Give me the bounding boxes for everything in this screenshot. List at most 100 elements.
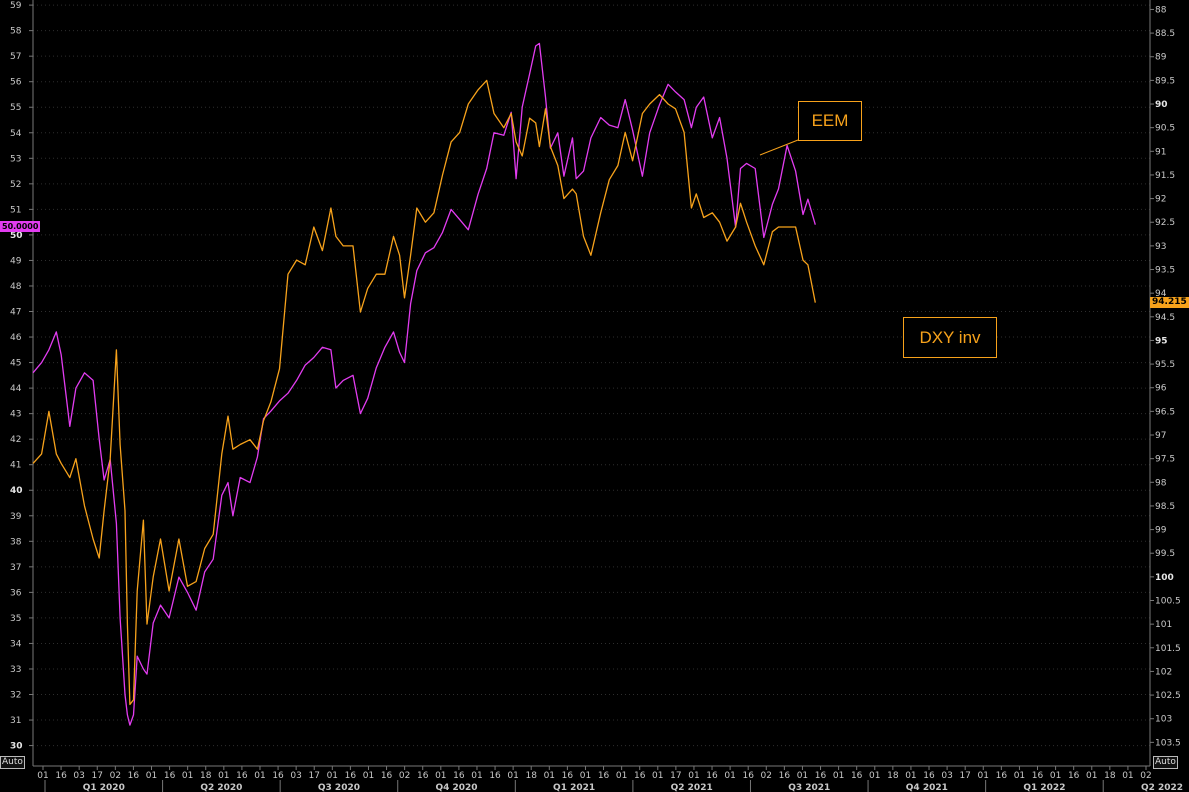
x-tick-label: 02: [761, 771, 772, 781]
dxy-last-value-tag: 94.215: [1150, 296, 1189, 308]
x-tick-label: 16: [634, 771, 646, 781]
right-tick-label: 92.5: [1155, 218, 1175, 228]
right-tick-label: 89: [1155, 53, 1167, 63]
right-tick-label: 101.5: [1155, 644, 1181, 654]
right-tick-label: 90: [1155, 100, 1168, 110]
right-tick-label: 88: [1155, 5, 1167, 15]
right-tick-label: 99.5: [1155, 549, 1175, 559]
right-tick-label: 101: [1155, 620, 1172, 630]
x-tick-label: 01: [363, 771, 374, 781]
x-tick-label: 01: [218, 771, 229, 781]
series-line-dxy-inv: [32, 79, 816, 706]
x-tick-label: 16: [779, 771, 791, 781]
x-tick-label: 16: [923, 771, 935, 781]
right-tick-label: 102.5: [1155, 691, 1181, 701]
right-tick-label: 102: [1155, 667, 1172, 677]
x-tick-label: 17: [670, 771, 681, 781]
right-auto-scale-button[interactable]: Auto: [1153, 756, 1178, 769]
right-tick-label: 100.5: [1155, 597, 1181, 607]
dxy-annotation-text: DXY inv: [919, 327, 981, 347]
right-tick-label: 97: [1155, 431, 1166, 441]
left-tick-label: 51: [10, 205, 21, 215]
quarter-label: Q1 2020: [83, 783, 125, 792]
dxy-annotation: DXY inv: [903, 317, 997, 358]
x-tick-label: 16: [1032, 771, 1044, 781]
quarter-label: Q4 2020: [435, 783, 477, 792]
x-tick-label: 01: [1086, 771, 1097, 781]
right-tick-label: 96.5: [1155, 407, 1175, 417]
x-tick-label: 01: [688, 771, 699, 781]
right-tick-label: 94: [1155, 289, 1167, 299]
quarter-label: Q1 2022: [1023, 783, 1065, 792]
quarter-label: Q2 2022: [1141, 783, 1183, 792]
left-tick-label: 48: [10, 282, 22, 292]
x-tick-label: 03: [941, 771, 952, 781]
x-tick-label: 02: [110, 771, 121, 781]
eem-annotation-leader: [759, 139, 799, 156]
right-tick-label: 93.5: [1155, 266, 1175, 276]
x-tick-label: 16: [128, 771, 140, 781]
x-tick-label: 16: [562, 771, 574, 781]
left-auto-scale-button[interactable]: Auto: [0, 756, 25, 769]
x-tick-label: 16: [381, 771, 393, 781]
eem-annotation: EEM: [798, 101, 862, 141]
x-tick-label: 01: [37, 771, 48, 781]
x-tick-label: 16: [742, 771, 754, 781]
right-tick-label: 103.5: [1155, 738, 1181, 748]
left-tick-label: 44: [10, 384, 22, 394]
left-tick-label: 56: [10, 78, 22, 88]
left-tick-label: 30: [10, 742, 23, 752]
right-tick-label: 91: [1155, 147, 1166, 157]
x-tick-label: 18: [1104, 771, 1116, 781]
x-tick-label: 01: [833, 771, 844, 781]
left-tick-label: 46: [10, 333, 22, 343]
x-tick-label: 01: [797, 771, 808, 781]
x-tick-label: 01: [1014, 771, 1025, 781]
x-tick-label: 01: [327, 771, 338, 781]
left-tick-label: 42: [10, 435, 21, 445]
right-tick-label: 91.5: [1155, 171, 1175, 181]
x-tick-label: 18: [887, 771, 899, 781]
left-tick-label: 33: [10, 665, 21, 675]
right-tick-label: 98: [1155, 478, 1167, 488]
right-tick-label: 94.5: [1155, 313, 1175, 323]
right-tick-label: 98.5: [1155, 502, 1175, 512]
x-tick-label: 01: [1050, 771, 1061, 781]
right-tick-label: 90.5: [1155, 124, 1175, 134]
x-tick-label: 03: [73, 771, 84, 781]
x-tick-label: 16: [236, 771, 248, 781]
right-tick-label: 99: [1155, 526, 1167, 536]
x-tick-label: 01: [1122, 771, 1133, 781]
quarter-label: Q3 2020: [318, 783, 360, 792]
x-tick-label: 16: [706, 771, 718, 781]
quarter-label: Q2 2021: [671, 783, 713, 792]
x-tick-label: 16: [272, 771, 284, 781]
x-tick-label: 01: [580, 771, 591, 781]
left-tick-label: 45: [10, 359, 21, 369]
left-tick-label: 40: [10, 486, 23, 496]
left-tick-label: 41: [10, 461, 21, 471]
x-tick-label: 17: [309, 771, 320, 781]
x-tick-label: 16: [851, 771, 863, 781]
left-tick-label: 53: [10, 154, 21, 164]
x-tick-label: 16: [55, 771, 67, 781]
right-tick-label: 95.5: [1155, 360, 1175, 370]
eem-annotation-text: EEM: [811, 111, 849, 130]
x-tick-label: 16: [598, 771, 610, 781]
x-tick-label: 17: [959, 771, 970, 781]
quarter-label: Q1 2021: [553, 783, 595, 792]
left-tick-label: 52: [10, 180, 21, 190]
x-tick-label: 01: [724, 771, 735, 781]
x-tick-label: 01: [978, 771, 989, 781]
left-tick-label: 57: [10, 52, 21, 62]
left-tick-label: 58: [10, 27, 22, 37]
x-tick-label: 01: [507, 771, 518, 781]
right-tick-label: 92: [1155, 195, 1166, 205]
x-tick-label: 01: [182, 771, 193, 781]
x-tick-label: 01: [652, 771, 663, 781]
quarter-label: Q4 2021: [906, 783, 948, 792]
left-tick-label: 59: [10, 1, 22, 11]
x-tick-label: 16: [345, 771, 357, 781]
x-tick-label: 01: [544, 771, 555, 781]
